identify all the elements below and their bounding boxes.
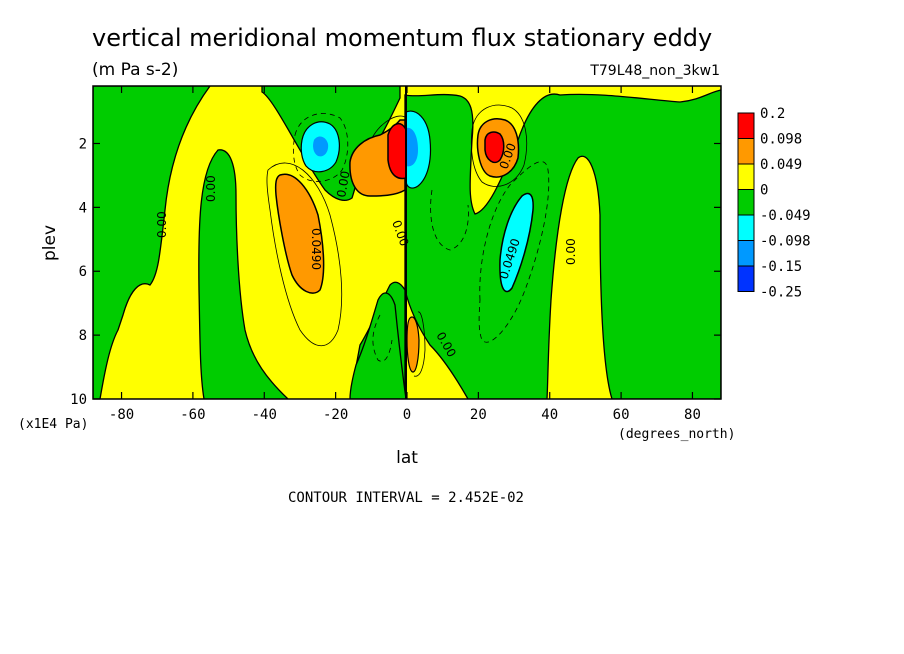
legend-label: -0.25 (760, 285, 802, 301)
y-units-label: (x1E4 Pa) (18, 417, 88, 432)
legend-label: -0.15 (760, 259, 802, 275)
y-tick-label: 4 (79, 200, 87, 216)
x-tick-label: -60 (180, 407, 205, 423)
x-tick-label: -40 (252, 407, 277, 423)
region-equatorial-blue-min (406, 127, 418, 167)
region-equatorial-lower-negative (349, 292, 407, 399)
y-tick-label: 2 (79, 136, 87, 152)
y-tick-label: 8 (79, 328, 87, 344)
y-tick-label: 6 (79, 264, 87, 280)
contour-interval-note: CONTOUR INTERVAL = 2.452E-02 (288, 490, 524, 506)
region-southern-positive-max (274, 173, 325, 294)
legend-label: 0.2 (760, 106, 785, 122)
legend-label: -0.049 (760, 208, 811, 224)
legend-label: 0.098 (760, 132, 802, 148)
chart-title: vertical meridional momentum flux statio… (92, 24, 712, 52)
x-tick-label: -20 (323, 407, 348, 423)
region-equatorial-red-max (387, 123, 407, 180)
legend-swatch (737, 265, 755, 292)
contour-label: 0.00 (564, 238, 578, 265)
x-tick-label: 20 (470, 407, 487, 423)
region-south-pole-negative (93, 86, 211, 399)
legend-swatch (737, 112, 755, 139)
contour-label: 0.00 (204, 175, 218, 202)
legend-swatch (737, 138, 755, 165)
legend-swatch (737, 163, 755, 190)
contour-label: 0.00 (155, 211, 169, 238)
y-axis-label: plev (40, 225, 60, 261)
region-northern-negative (349, 89, 721, 399)
legend-label: -0.098 (760, 234, 811, 250)
region-southern-blue-min (313, 136, 329, 157)
x-units-label: (degrees_north) (618, 427, 735, 442)
units-label: (m Pa s-2) (92, 60, 178, 80)
legend-swatch (737, 214, 755, 241)
region-southern-midlat-negative (198, 149, 289, 399)
region-northern-cyan-min (499, 192, 534, 293)
x-tick-label: 80 (684, 407, 701, 423)
x-tick-label: 0 (403, 407, 411, 423)
region-northern-red-max (484, 131, 505, 164)
legend-label: 0.049 (760, 157, 802, 173)
region-lower-equatorial-positive (406, 316, 420, 373)
legend-label: 0 (760, 183, 768, 199)
run-label: T79L48_non_3kw1 (589, 63, 720, 79)
y-tick-label: 10 (70, 392, 87, 408)
legend-swatch (737, 240, 755, 267)
legend-swatch (737, 189, 755, 216)
x-tick-label: 60 (613, 407, 630, 423)
x-tick-label: 40 (541, 407, 558, 423)
x-axis-label: lat (396, 448, 418, 468)
contour-lines (266, 104, 528, 377)
contour-lines-dashed (293, 113, 550, 362)
color-legend: 0.2 0.098 0.049 0 -0.049 -0.098 -0.15 -0.25 (737, 106, 811, 301)
x-axis: -80 -60 -40 -20 0 20 40 60 80 (109, 86, 701, 423)
y-axis: 2 4 6 8 10 (70, 136, 721, 408)
contour-label: 0.0490 (309, 228, 323, 270)
contour-label: 0.00 (334, 170, 352, 199)
x-tick-label: -80 (109, 407, 134, 423)
plot-area (93, 86, 721, 399)
